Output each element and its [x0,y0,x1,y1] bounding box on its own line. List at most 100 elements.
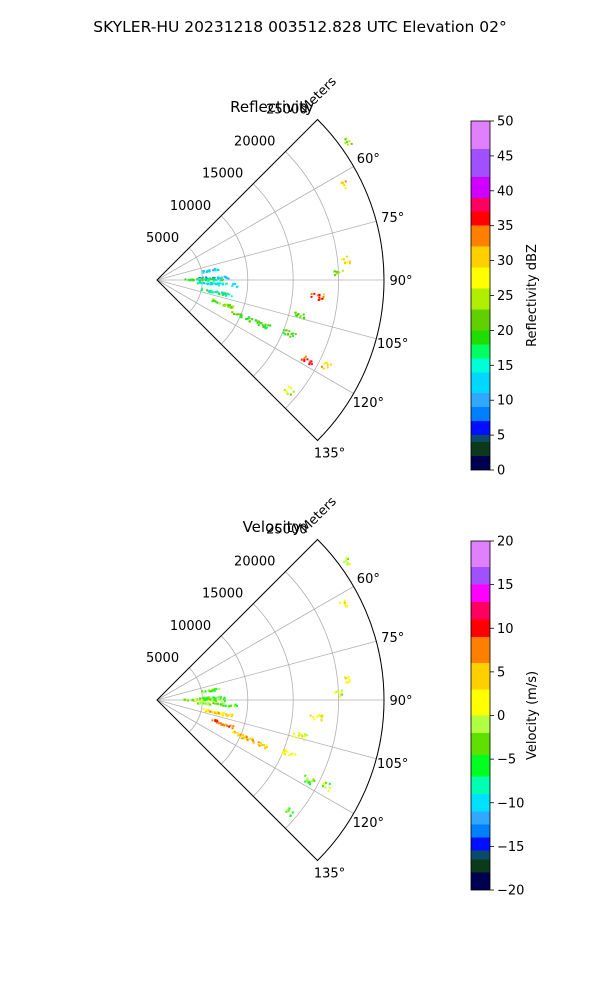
echo-gate [212,700,215,703]
echo-gate [288,754,291,757]
reflectivity-panel: Reflectivity 60° 75° 90° 105° 120° 135° 5000 10… [146,74,540,478]
echo-gate [201,702,204,705]
echo-gate [298,734,301,737]
echo-gate [323,293,326,296]
echo-gate [346,561,349,564]
echo-gate [196,278,199,281]
echo-gate [303,316,306,319]
range-tick-label: 10000 [170,199,211,214]
echo-gate [217,284,220,287]
echo-gate [206,703,209,706]
echo-gate [208,698,211,701]
echo-gate [205,710,208,713]
echo-gate [294,311,297,314]
echo-gate [245,735,248,738]
echo-gate [222,704,225,707]
echo-gate [335,272,338,275]
echo-gate [219,302,222,305]
echo-gate [211,300,214,303]
echo-gate [228,306,231,309]
echo-gate [307,781,310,784]
radial-axis-label: Meters [298,74,340,116]
echo-gate [217,697,220,700]
echo-gate [302,738,305,741]
echo-gate [197,278,200,281]
echo-gate [251,318,254,321]
echo-gate [212,269,215,272]
echo-gate [325,361,328,364]
echo-gate [291,752,294,755]
echo-gate [322,295,325,298]
echo-cluster [344,675,351,684]
echo-gate [205,708,208,711]
echo-gate [202,698,205,701]
colorbar-tick-label: 15 [497,359,514,374]
echo-gate [260,322,263,325]
echo-gate [216,268,219,271]
echo-gate [308,360,311,363]
range-tick-label: 20000 [234,135,275,150]
echo-gate [291,811,294,814]
echo-gate [286,333,289,336]
theta-tick-label: 135° [314,447,345,462]
echo-gate [283,751,286,754]
echo-gate [221,714,224,717]
echo-gate [344,187,347,190]
polar-plot: 60° 75° 90° 105° 120° 135° 5000 10000 15000 20000… [146,74,413,461]
echo-gate [222,304,225,307]
echo-gate [323,362,326,365]
sector-frame [156,538,385,862]
echo-gate [213,711,216,714]
colorbar-label: Velocity (m/s) [525,671,540,760]
echo-cluster [211,719,235,730]
echo-cluster [300,355,313,366]
echo-gate [318,296,321,299]
echo-cluster [283,385,295,396]
colorbar-tick-label: 5 [497,429,505,444]
range-tick-label: 20000 [234,555,275,570]
echo-gate [343,599,346,602]
echo-gate [323,783,326,786]
echo-gate [241,733,244,736]
echo-gate [202,691,205,694]
colorbar: 0 5 10 15 20 25 30 35 40 45 50 Reflectivity dBZ [470,115,540,479]
echo-gate [312,716,315,719]
colorbar-tick-label: 0 [497,709,505,724]
echo-gate [231,311,234,314]
echo-gate [210,278,213,281]
echo-gate [321,365,324,368]
echo-cluster [292,732,309,741]
echo-gate [228,304,231,307]
colorbar-tick-label: 25 [497,289,514,304]
echo-gate [235,704,238,707]
echo-gate [225,276,228,279]
echo-gate [290,753,293,756]
echo-gate [201,699,204,702]
echo-gate [237,732,240,735]
echo-gate [205,696,208,699]
echo-gate [344,142,347,145]
echo-gate [287,809,290,812]
range-tick-label: 25000 [266,102,307,117]
echo-gate [225,293,228,296]
colorbar: −20 −15 −10 −5 0 5 10 15 20 Velocity (m/s) [470,535,540,899]
echo-gate [341,181,344,184]
echo-cluster [321,361,332,370]
echo-cluster [211,298,235,309]
echo-gate [346,557,349,560]
echo-gate [206,710,209,713]
echo-cluster [304,774,316,786]
echo-gate [213,299,216,302]
range-tick-label: 5000 [146,231,179,246]
echo-gate [264,323,267,326]
echo-gate [232,725,235,728]
echo-gate [216,278,219,281]
echo-gate [310,360,313,363]
echo-gate [198,278,201,281]
echo-gate [285,390,288,393]
echo-gate [197,277,200,280]
echo-gate [227,304,230,307]
echo-gate [230,305,233,308]
echo-gate [216,720,219,723]
echo-gate [232,283,235,286]
